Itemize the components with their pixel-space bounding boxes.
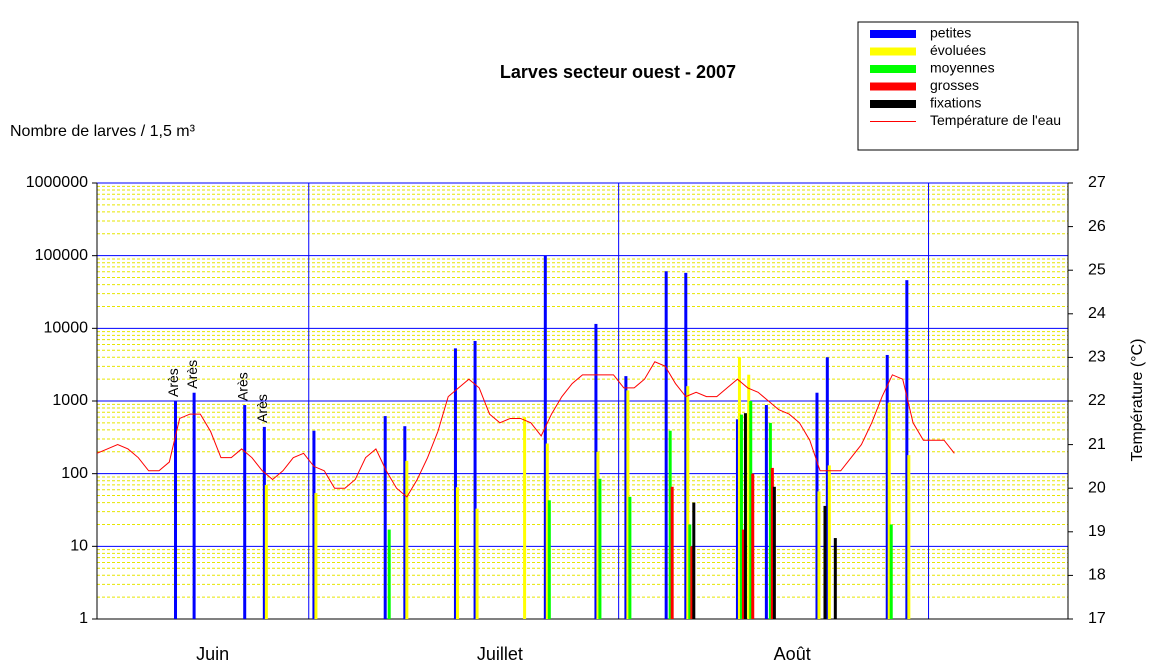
legend-label: grosses [930, 77, 979, 93]
bar [455, 487, 459, 619]
bar [383, 416, 387, 619]
legend-swatch [870, 82, 916, 91]
y-tick-label: 1000 [52, 392, 88, 409]
bar [815, 392, 819, 619]
bar [596, 451, 600, 619]
bar [751, 473, 755, 619]
annotation: Arès [165, 368, 181, 397]
legend-label: fixations [930, 95, 981, 111]
bar [262, 426, 266, 619]
bar [749, 401, 753, 619]
bar [741, 529, 745, 619]
annotation: Arès [234, 372, 250, 401]
legend-swatch [870, 47, 916, 56]
bar [598, 478, 602, 619]
bar [670, 486, 674, 619]
annotation: Arès [184, 360, 200, 389]
annotation: Arès [254, 394, 270, 423]
bar [624, 376, 628, 619]
bar [737, 357, 741, 619]
bar [735, 419, 739, 619]
y2-tick-label: 27 [1088, 174, 1106, 191]
legend-swatch [870, 30, 916, 38]
bar [594, 323, 598, 619]
bar [405, 460, 409, 619]
y-tick-label: 100 [61, 465, 88, 482]
legend-swatch [870, 100, 916, 108]
y-axis-label: Nombre de larves / 1,5 m³ [10, 123, 196, 140]
bar [243, 405, 247, 619]
bar [475, 508, 479, 619]
y-tick-label: 100000 [35, 247, 88, 264]
y2-axis-label: Température (°C) [1129, 339, 1146, 462]
y2-tick-label: 23 [1088, 349, 1106, 366]
bar [174, 401, 178, 619]
temperature-line [96, 361, 955, 498]
bar [545, 443, 549, 619]
y2-tick-label: 19 [1088, 523, 1106, 540]
bar [690, 546, 694, 619]
legend-swatch [870, 65, 916, 73]
y2-tick-label: 21 [1088, 436, 1106, 453]
bar [264, 484, 268, 619]
bar [403, 426, 407, 619]
bar [817, 491, 821, 619]
bar [314, 493, 318, 619]
x-tick-label: Juin [196, 644, 229, 664]
bar [192, 392, 196, 619]
bar [523, 417, 527, 619]
bar [747, 374, 751, 619]
bar [692, 502, 696, 619]
bar [770, 467, 774, 619]
bar [453, 348, 457, 619]
bar [547, 500, 551, 619]
y2-tick-label: 25 [1088, 261, 1106, 278]
y2-tick-label: 26 [1088, 218, 1106, 235]
chart-title: Larves secteur ouest - 2007 [500, 62, 736, 82]
bar [686, 386, 690, 619]
y2-tick-label: 22 [1088, 392, 1106, 409]
bar [823, 505, 827, 619]
bar [768, 422, 772, 619]
bar [543, 255, 547, 619]
legend-label: moyennes [930, 60, 995, 76]
bar [387, 529, 391, 619]
bar [905, 280, 909, 619]
y2-tick-label: 17 [1088, 610, 1106, 627]
bar [889, 524, 893, 619]
bar [688, 524, 692, 619]
bar [825, 357, 829, 619]
bar [312, 430, 316, 619]
bar [626, 390, 630, 619]
y2-tick-label: 24 [1088, 305, 1106, 322]
x-tick-label: Juillet [477, 644, 523, 664]
bar [885, 354, 889, 619]
bar [743, 413, 747, 619]
bar [764, 405, 768, 619]
bar [907, 455, 911, 619]
bar [887, 402, 891, 619]
bar [833, 538, 837, 619]
bar [772, 486, 776, 619]
y2-tick-label: 18 [1088, 567, 1106, 584]
bar [628, 496, 632, 619]
y-tick-label: 10 [70, 538, 88, 555]
x-tick-label: Août [774, 644, 811, 664]
bar [739, 414, 743, 619]
y-tick-label: 1 [79, 610, 88, 627]
legend-label: évoluées [930, 42, 986, 58]
legend-label: petites [930, 25, 971, 41]
y2-tick-label: 20 [1088, 479, 1106, 496]
y-tick-label: 1000000 [26, 174, 88, 191]
bar [664, 271, 668, 619]
y-tick-label: 10000 [44, 320, 89, 337]
bar [684, 272, 688, 619]
bar [668, 430, 672, 619]
bar [827, 465, 831, 619]
legend-label: Température de l'eau [930, 112, 1061, 128]
bar [473, 340, 477, 619]
